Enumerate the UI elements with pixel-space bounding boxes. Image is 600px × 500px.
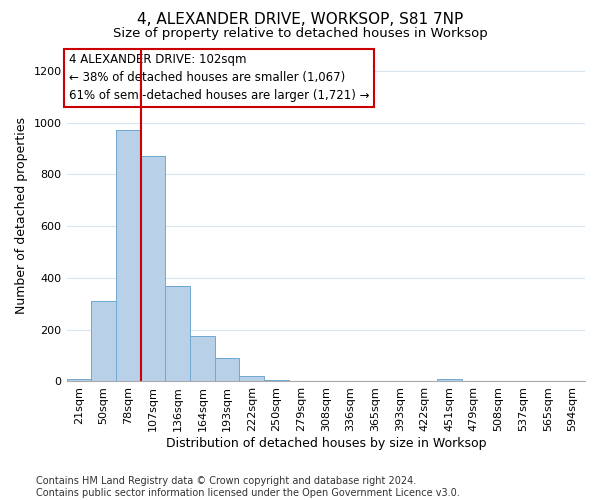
Bar <box>67 379 91 382</box>
Bar <box>215 358 239 382</box>
Y-axis label: Number of detached properties: Number of detached properties <box>15 117 28 314</box>
Bar <box>264 380 289 382</box>
Text: Size of property relative to detached houses in Worksop: Size of property relative to detached ho… <box>113 28 487 40</box>
Bar <box>116 130 140 382</box>
Text: 4 ALEXANDER DRIVE: 102sqm
← 38% of detached houses are smaller (1,067)
61% of se: 4 ALEXANDER DRIVE: 102sqm ← 38% of detac… <box>69 54 370 102</box>
X-axis label: Distribution of detached houses by size in Worksop: Distribution of detached houses by size … <box>166 437 486 450</box>
Bar <box>437 379 461 382</box>
Text: 4, ALEXANDER DRIVE, WORKSOP, S81 7NP: 4, ALEXANDER DRIVE, WORKSOP, S81 7NP <box>137 12 463 28</box>
Text: Contains HM Land Registry data © Crown copyright and database right 2024.
Contai: Contains HM Land Registry data © Crown c… <box>36 476 460 498</box>
Bar <box>190 336 215 382</box>
Bar <box>165 286 190 382</box>
Bar <box>140 156 165 382</box>
Bar <box>91 301 116 382</box>
Bar <box>239 376 264 382</box>
